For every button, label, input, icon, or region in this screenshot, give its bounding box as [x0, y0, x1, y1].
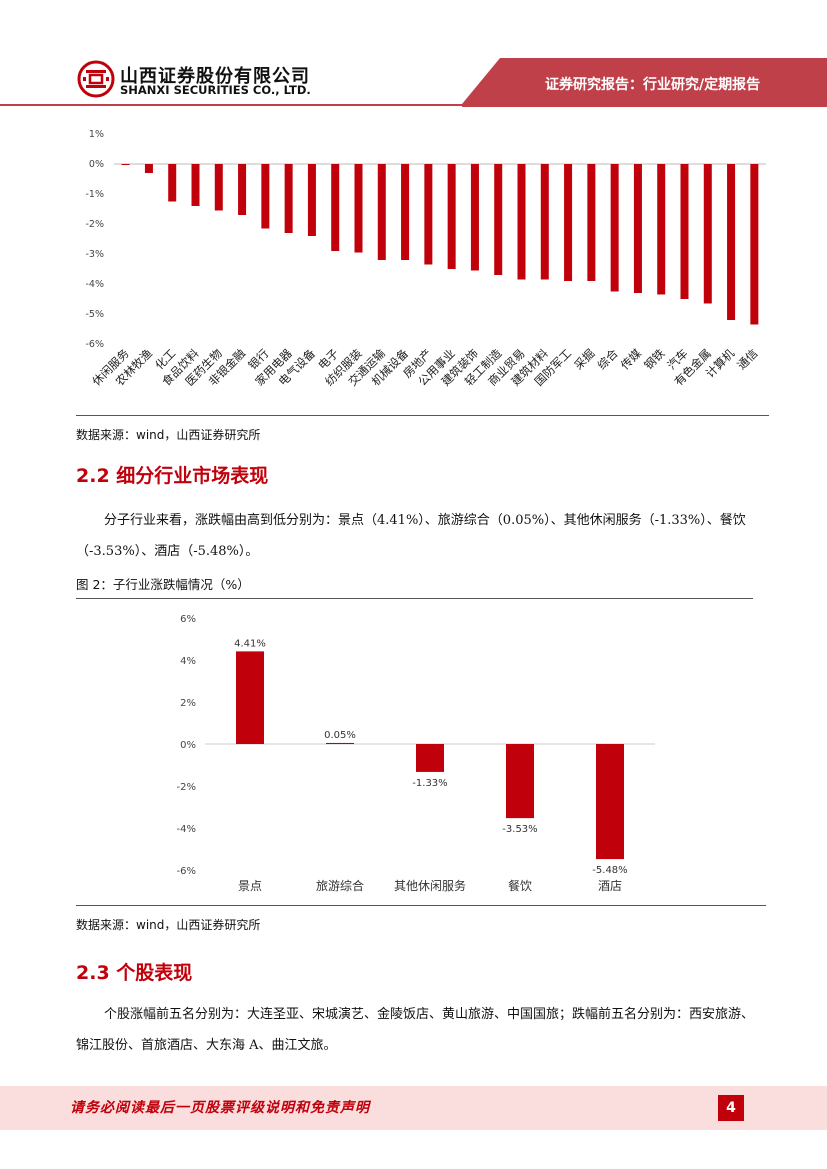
section-2-2-paragraph: 分子行业来看，涨跌幅由高到低分别为：景点（4.41%）、旅游综合（0.05%）、… — [76, 505, 766, 567]
section-2-2-text: 分子行业来看，涨跌幅由高到低分别为：景点（4.41%）、旅游综合（0.05%）、… — [76, 513, 746, 559]
x-tick-label: 传媒 — [618, 346, 645, 373]
bar — [377, 164, 386, 260]
y-tick-label: 0% — [180, 740, 196, 751]
y-tick-label: 4% — [180, 656, 196, 667]
y-tick-label: -2% — [177, 782, 196, 793]
section-2-3-paragraph: 个股涨幅前五名分别为：大连圣亚、宋城演艺、金陵饭店、黄山旅游、中国国旅；跌幅前五… — [76, 999, 766, 1061]
report-type-title: 证券研究报告：行业研究/定期报告 — [545, 77, 761, 93]
data-label: 4.41% — [234, 638, 266, 649]
bar — [596, 744, 624, 860]
bar — [727, 164, 736, 320]
bar — [680, 164, 689, 299]
data-label: -5.48% — [592, 865, 627, 876]
bar — [401, 164, 410, 260]
bar — [564, 164, 573, 281]
sub-industry-performance-chart: 6% 4% 2% 0% -2% -4% -6% 4.41% 景点 0.05% 旅游综合 -1.33% 其… — [177, 614, 655, 893]
bar — [191, 164, 200, 206]
bar — [703, 164, 712, 304]
x-tick-label: 旅游综合 — [316, 878, 364, 893]
bar — [633, 164, 642, 293]
company-name-cn: 山西证券股份有限公司 — [120, 66, 310, 87]
y-tick-label: 1% — [89, 129, 104, 140]
bar — [470, 164, 479, 271]
y-tick-label: -2% — [86, 219, 105, 230]
x-tick-label: 酒店 — [598, 879, 622, 893]
y-tick-label: 2% — [180, 698, 196, 709]
bar — [540, 164, 549, 280]
x-tick-label: 钢铁 — [641, 346, 668, 373]
header-band — [0, 58, 827, 107]
bar — [326, 742, 354, 744]
bar — [447, 164, 456, 269]
data-label: -3.53% — [502, 824, 537, 835]
divider — [76, 415, 769, 416]
bar — [587, 164, 596, 281]
bar — [750, 164, 759, 325]
bar — [494, 164, 503, 275]
bar — [236, 651, 264, 744]
bar — [517, 164, 526, 280]
y-tick-label: 0% — [89, 159, 104, 170]
bar — [307, 164, 316, 236]
bar — [424, 164, 433, 265]
bar — [214, 164, 223, 211]
x-tick-label: 景点 — [238, 879, 262, 893]
chart2-source: 数据来源：wind，山西证券研究所 — [76, 918, 261, 932]
y-tick-label: -6% — [177, 866, 196, 877]
section-2-3-heading: 2.3 个股表现 — [76, 962, 193, 984]
section-2-3-text: 个股涨幅前五名分别为：大连圣亚、宋城演艺、金陵饭店、黄山旅游、中国国旅；跌幅前五… — [76, 1007, 755, 1053]
x-tick-label: 其他休闲服务 — [394, 878, 466, 893]
bar — [261, 164, 270, 229]
company-name-en: SHANXI SECURITIES CO., LTD. — [120, 83, 311, 97]
company-logo-icon — [77, 60, 115, 98]
x-tick-label: 综合 — [595, 346, 622, 373]
bar — [416, 744, 444, 772]
y-tick-label: -3% — [86, 249, 105, 260]
x-tick-label: 采掘 — [571, 346, 597, 372]
bar — [121, 164, 130, 165]
y-tick-label: -4% — [86, 279, 105, 290]
divider — [76, 598, 753, 599]
x-tick-label: 通信 — [734, 346, 760, 372]
footer-band — [0, 1086, 827, 1130]
chart1-source: 数据来源：wind，山西证券研究所 — [76, 428, 261, 442]
data-label: -1.33% — [412, 778, 447, 789]
industry-performance-chart: 1%0%-1%-2%-3%-4%-5%-6%休闲服务农林牧渔化工食品饮料医药生物… — [86, 129, 766, 389]
bar — [657, 164, 666, 295]
y-tick-label: -4% — [177, 824, 196, 835]
bar — [331, 164, 340, 251]
bar — [354, 164, 363, 253]
figure-2-caption: 图 2：子行业涨跌幅情况（%） — [76, 577, 250, 592]
bar — [284, 164, 293, 233]
section-2-2-heading: 2.2 细分行业市场表现 — [76, 465, 269, 487]
x-tick-label: 餐饮 — [508, 878, 532, 893]
y-tick-label: 6% — [180, 614, 196, 625]
page-number: 4 — [718, 1095, 744, 1121]
y-tick-label: -6% — [86, 339, 105, 350]
data-label: 0.05% — [324, 730, 356, 741]
y-tick-label: -1% — [86, 189, 105, 200]
y-tick-label: -5% — [86, 309, 105, 320]
bar — [506, 744, 534, 819]
bar — [238, 164, 247, 215]
bar — [168, 164, 177, 202]
divider — [76, 905, 766, 906]
bar — [610, 164, 619, 292]
bar — [144, 164, 153, 173]
footer-disclaimer[interactable]: 请务必阅读最后一页股票评级说明和免责声明 — [70, 1100, 370, 1116]
